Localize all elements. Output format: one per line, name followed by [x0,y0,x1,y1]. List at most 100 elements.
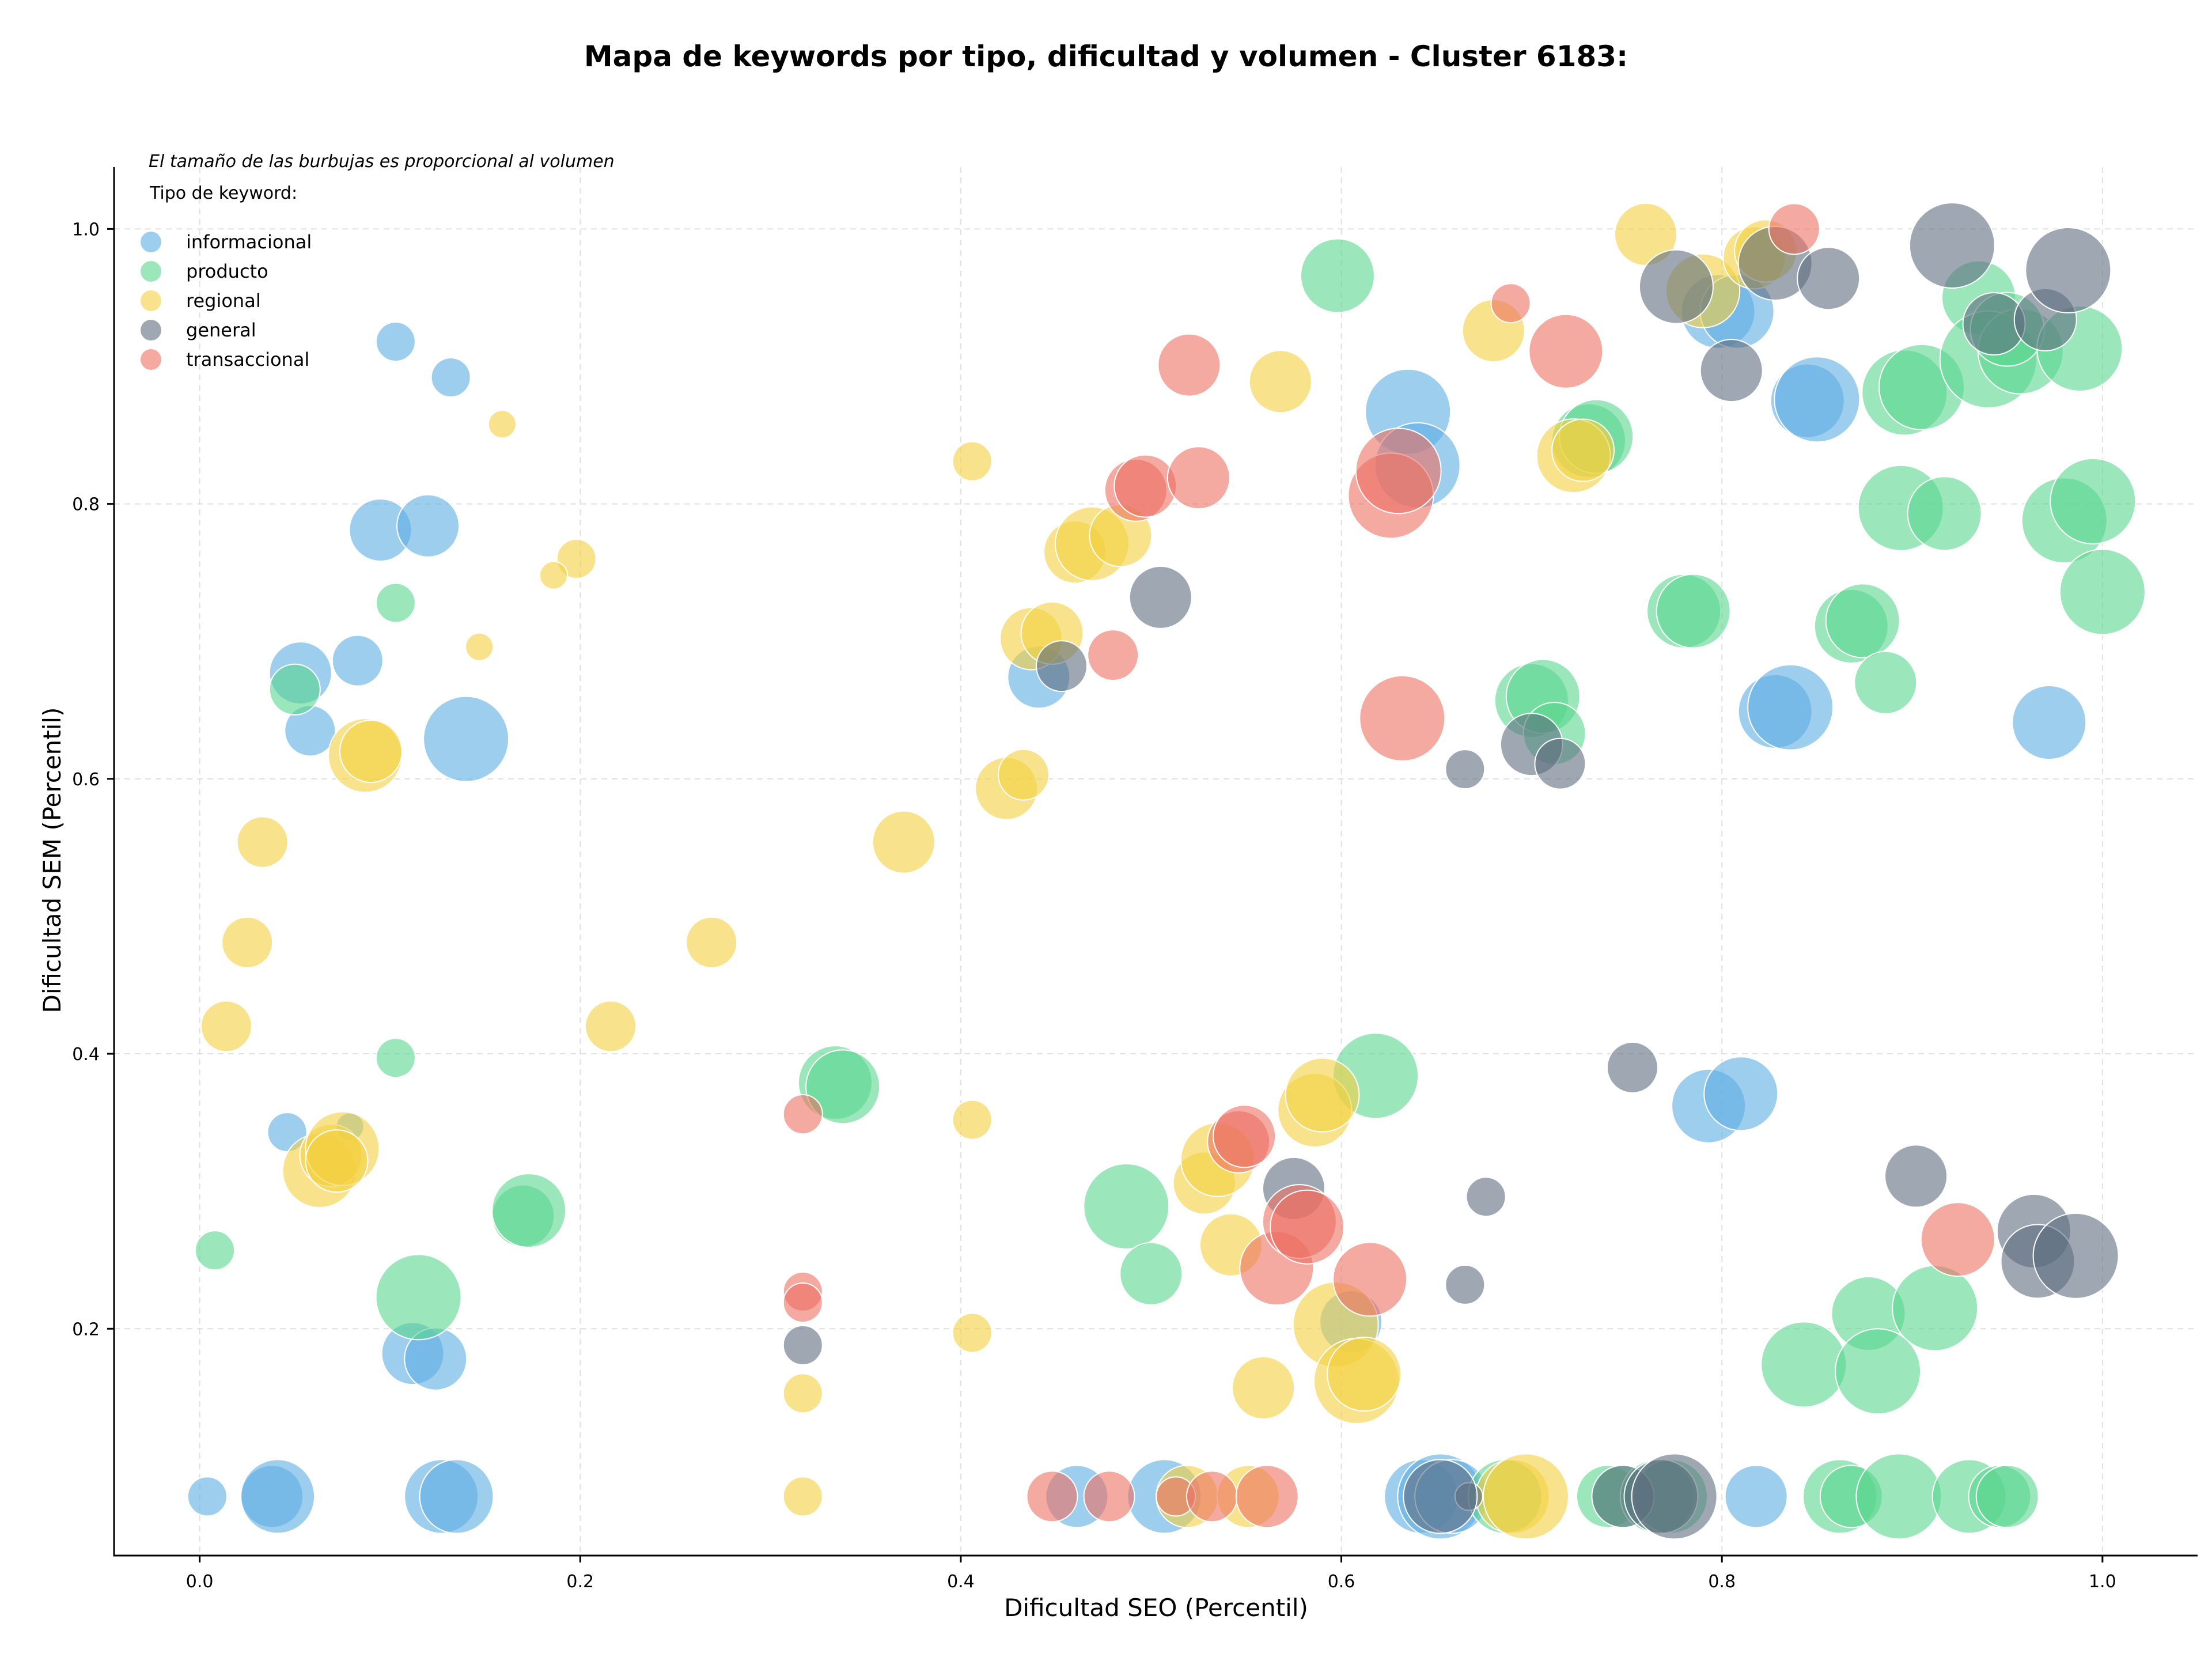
bubble-regional [997,748,1050,801]
bubble-producto [195,1230,236,1271]
bubble-informacional [396,494,460,558]
legend-label: transaccional [186,349,309,370]
bubble-regional [872,810,935,874]
bubble-general [2032,1212,2119,1299]
bubble-regional [952,1099,993,1140]
x-tick-label: 0.0 [186,1572,214,1592]
bubble-regional [221,916,274,968]
y-tick-label: 0.2 [72,1319,100,1340]
bubble-informacional [419,1459,494,1534]
bubble-regional [1248,350,1312,414]
legend-marker [141,232,161,252]
bubble-transaccional [1270,1189,1345,1265]
bubble-general [1606,1041,1658,1094]
bubble-transaccional [1920,1202,1995,1277]
legend-entries: informacional producto regional general tran… [141,231,312,370]
bubble-transaccional [1087,629,1139,682]
bubble-informacional [423,695,510,782]
y-tick-label: 0.4 [72,1045,100,1065]
bubble-regional [236,816,289,868]
bubble-producto [1975,1465,2039,1528]
bubble-transaccional [1235,1465,1299,1528]
chart-title: Mapa de keywords por tipo, dificultad y … [584,40,1628,73]
bubble-general [782,1325,823,1365]
legend-marker [141,290,161,311]
bubble-regional [487,410,517,439]
bubble-producto [2050,457,2137,544]
bubble-informacional [430,357,471,398]
bubble-layer [187,202,2146,1540]
bubble-general [1465,1176,1506,1217]
legend-marker [141,349,161,370]
x-axis-label: Dificultad SEO (Percentil) [1004,1594,1308,1622]
bubble-informacional [187,1476,228,1517]
axis-spines [113,167,2198,1557]
bubble-transaccional [1768,203,1820,255]
legend-item-informacional: informacional [141,231,312,253]
bubble-general [1908,202,1995,289]
series-transaccional [782,203,1995,1528]
bubble-general [1631,1453,1718,1540]
bubble-transaccional [1083,1470,1135,1523]
x-tick-label: 1.0 [2089,1572,2116,1592]
bubble-producto [1656,573,1731,649]
bubble-producto [1083,1163,1170,1250]
legend-marker [141,320,161,340]
bubble-regional [1482,1453,1569,1540]
bubble-general [1445,1264,1486,1305]
bubble-regional [782,1476,823,1517]
bubble-regional [782,1373,823,1414]
bubble-informacional [240,1459,316,1534]
bubble-general [1638,249,1714,324]
bubble-transaccional [1332,1242,1408,1317]
x-tick-label: 0.2 [566,1572,594,1592]
bubble-transaccional [1185,1470,1238,1523]
legend-label: general [186,319,256,341]
bubble-informacional [375,321,416,362]
legend-marker [141,261,161,282]
legend-title: Tipo de keyword: [149,183,297,203]
axes: 0.0 0.2 0.4 0.6 0.8 1.0 0.2 0.4 0.6 0.8 1.0 [72,167,2198,1592]
bubble-regional [539,561,569,590]
y-tick-label: 0.6 [72,770,100,790]
bubble-regional [1327,1337,1402,1412]
legend: El tamaño de las burbujas es proporciona… [141,152,615,370]
bubble-transaccional [1490,283,1531,324]
legend-label: regional [186,290,261,312]
bubble-producto [1119,1242,1183,1306]
bubble-transaccional [1166,446,1230,510]
bubble-transaccional [1528,313,1604,389]
bubble-general [2025,226,2112,313]
bubble-regional [585,1000,637,1053]
bubble-regional [1285,1057,1360,1133]
bubble-informacional [1774,356,1861,443]
bubble-regional [1551,418,1615,482]
bubble-general [1403,1459,1478,1534]
bubble-general [1445,749,1486,790]
bubble-transaccional [1355,427,1442,514]
bubble-general [1797,247,1861,311]
legend-label: informacional [186,231,312,253]
x-tick-label: 0.8 [1708,1572,1736,1592]
bubble-regional [305,1129,369,1193]
bubble-informacional [331,634,384,687]
bubble-producto [375,1038,416,1079]
y-tick-label: 0.8 [72,495,100,515]
bubble-producto [805,1049,881,1125]
y-tick-label: 1.0 [72,220,100,240]
bubble-transaccional [1213,1104,1277,1168]
legend-note: El tamaño de las burbujas es proporciona… [149,152,615,172]
legend-item-general: general [141,319,256,341]
bubble-informacional [1703,1056,1779,1132]
x-tick-label: 0.6 [1328,1572,1355,1592]
bubble-informacional [1724,1465,1788,1528]
legend-item-producto: producto [141,260,268,282]
legend-label: producto [186,260,268,282]
x-tick-label: 0.4 [947,1572,975,1592]
bubble-producto [1855,1453,1942,1540]
bubble-regional [339,720,403,784]
legend-item-regional: regional [141,290,261,312]
bubble-transaccional [1359,675,1446,762]
bubble-producto [375,582,416,623]
